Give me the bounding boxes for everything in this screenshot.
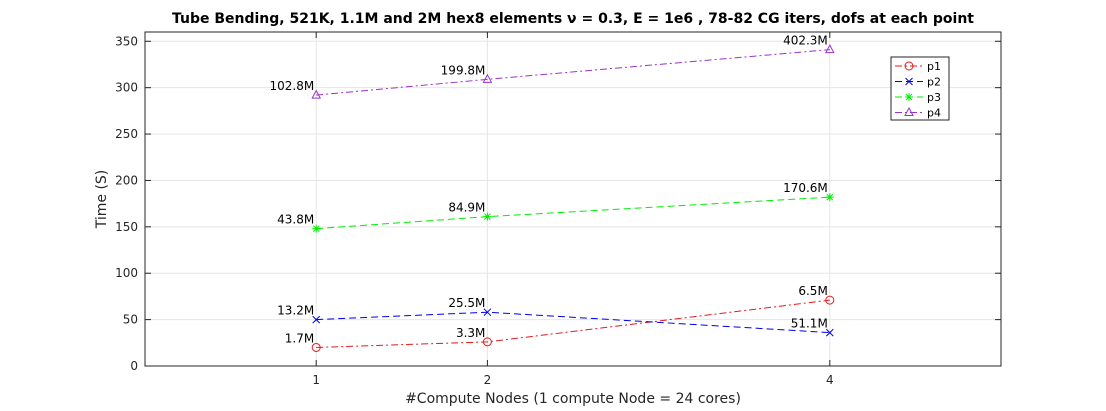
data-label-p1: 6.5M bbox=[798, 284, 827, 298]
y-tick-label: 350 bbox=[115, 34, 138, 48]
data-point-p4 bbox=[311, 89, 322, 99]
series-line-p3 bbox=[316, 196, 830, 230]
data-point-p2 bbox=[312, 315, 321, 324]
series-line-p2 bbox=[316, 311, 830, 334]
legend-marker-p4 bbox=[904, 106, 914, 116]
data-point-p1 bbox=[825, 295, 835, 305]
data-label-p1: 1.7M bbox=[285, 331, 314, 345]
data-label-p1: 3.3M bbox=[456, 326, 485, 340]
y-axis: 0 50 100 150 200 250 300 350 bbox=[115, 34, 1001, 373]
data-label-p2: 13.2M bbox=[277, 304, 314, 318]
data-point-p1 bbox=[482, 337, 492, 347]
data-point-p4 bbox=[482, 73, 493, 83]
legend-label-p3: p3 bbox=[927, 91, 941, 104]
y-axis-label: Time (S) bbox=[94, 170, 110, 230]
grid bbox=[145, 32, 1001, 367]
y-tick-label: 0 bbox=[130, 359, 138, 373]
x-axis: 1 2 4 bbox=[312, 32, 834, 387]
y-tick-label: 50 bbox=[123, 313, 138, 327]
plot-frame bbox=[144, 31, 1002, 367]
y-tick-label: 250 bbox=[115, 127, 138, 141]
x-axis-label: #Compute Nodes (1 compute Node = 24 core… bbox=[405, 391, 741, 407]
legend: p1 p2 p3 p4 bbox=[890, 56, 950, 121]
y-tick-label: 200 bbox=[115, 173, 138, 187]
series-group bbox=[311, 44, 835, 352]
series-line-p1 bbox=[316, 299, 830, 348]
data-point-p2 bbox=[483, 308, 492, 317]
x-tick-label: 1 bbox=[312, 373, 320, 387]
y-tick-label: 150 bbox=[115, 220, 138, 234]
chart-title: Tube Bending, 521K, 1.1M and 2M hex8 ele… bbox=[172, 11, 974, 27]
data-point-p1 bbox=[311, 342, 321, 352]
y-tick-label: 300 bbox=[115, 81, 138, 95]
data-point-p4 bbox=[824, 44, 835, 54]
data-labels: 1.7M 3.3M 6.5M 13.2M 25.5M 51.1M 43.8M 84.9M 170… bbox=[269, 34, 827, 346]
legend-marker-p3 bbox=[905, 93, 913, 101]
data-label-p4: 402.3M bbox=[783, 34, 828, 48]
data-label-p3: 43.8M bbox=[277, 213, 314, 227]
data-label-p3: 84.9M bbox=[448, 201, 485, 215]
y-tick-label: 100 bbox=[115, 266, 138, 280]
legend-marker-p1 bbox=[904, 61, 914, 71]
legend-box bbox=[890, 56, 950, 121]
data-label-p2: 25.5M bbox=[448, 296, 485, 310]
legend-marker-p2 bbox=[905, 77, 913, 86]
data-label-p3: 170.6M bbox=[783, 181, 828, 195]
legend-label-p1: p1 bbox=[927, 60, 941, 73]
data-label-p4: 102.8M bbox=[269, 79, 314, 93]
data-point-p2 bbox=[825, 328, 834, 337]
data-point-p3 bbox=[312, 224, 321, 233]
data-label-p2: 51.1M bbox=[791, 317, 828, 331]
series-line-p4 bbox=[316, 49, 830, 96]
data-point-p3 bbox=[825, 193, 834, 202]
data-point-p3 bbox=[483, 212, 492, 221]
x-tick-label: 4 bbox=[826, 373, 834, 387]
legend-label-p2: p2 bbox=[927, 76, 941, 89]
legend-label-p4: p4 bbox=[927, 107, 941, 120]
data-label-p4: 199.8M bbox=[441, 63, 486, 77]
x-tick-label: 2 bbox=[484, 373, 492, 387]
